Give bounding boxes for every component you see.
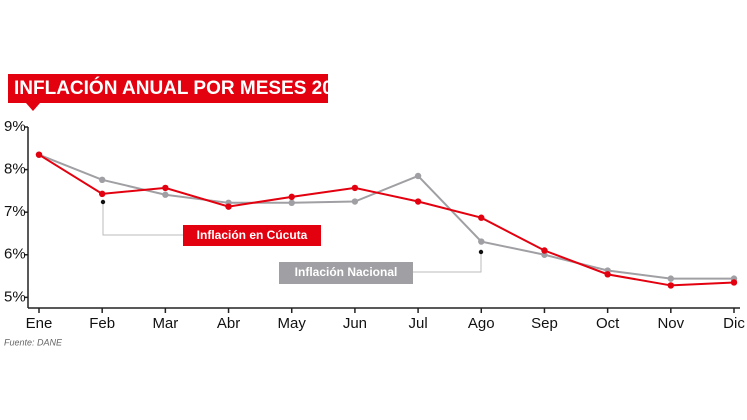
x-tick-label: Ago [468, 315, 495, 332]
y-tick-label: 6% [4, 246, 26, 263]
point [162, 184, 169, 192]
point [288, 199, 295, 207]
legend-connector [412, 252, 482, 273]
x-tick-label: May [278, 315, 307, 332]
point [98, 176, 106, 184]
point [225, 203, 232, 210]
x-tick-label: Oct [596, 315, 620, 332]
legend-connector [102, 202, 183, 236]
legend-box [183, 225, 321, 246]
series-line [38, 153, 734, 280]
point [414, 198, 422, 205]
point [98, 190, 106, 198]
point [541, 247, 548, 254]
point [35, 151, 43, 158]
point [478, 238, 485, 245]
legend-dot [478, 249, 484, 255]
x-tick-label: Mar [152, 315, 178, 332]
y-tick-label: 7% [4, 203, 26, 220]
y-tick-label: 9% [4, 118, 26, 135]
title-pointer [26, 103, 40, 111]
legend-label: Inflación en Cúcuta [197, 228, 308, 242]
point [351, 198, 359, 205]
point [667, 275, 675, 282]
x-tick-label: Ene [26, 315, 53, 332]
point [162, 191, 169, 198]
x-tick-label: Dic [723, 315, 745, 332]
point [414, 172, 422, 180]
chart-title: INFLACIÓN ANUAL POR MESES 2024 [14, 77, 354, 99]
legend-dot [100, 199, 106, 205]
x-tick-label: Abr [217, 315, 240, 332]
point [730, 279, 738, 286]
source: Fuente: DANE [4, 337, 63, 347]
series-line [38, 153, 735, 287]
point [478, 214, 485, 221]
title-box [8, 74, 328, 103]
point [351, 184, 359, 192]
point [604, 271, 611, 278]
point [288, 193, 295, 201]
x-tick-label: Jul [408, 315, 427, 332]
point [667, 282, 675, 289]
x-tick-label: Sep [531, 315, 558, 332]
x-tick-label: Feb [89, 315, 115, 332]
legend-box [279, 262, 413, 284]
x-tick-label: Nov [657, 315, 684, 332]
y-tick-label: 8% [4, 161, 26, 178]
legend-label: Inflación Nacional [295, 265, 398, 279]
x-tick-label: Jun [343, 315, 367, 332]
y-tick-label: 5% [4, 288, 26, 305]
